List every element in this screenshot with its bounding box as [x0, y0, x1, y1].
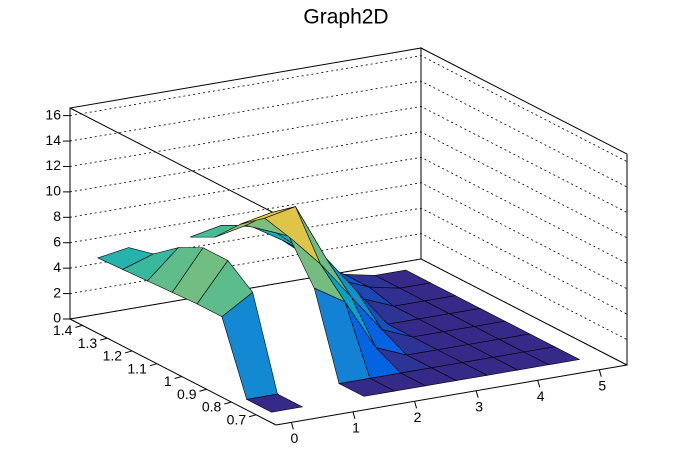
y-tick-label: 0.9 [177, 386, 197, 402]
y-tick-label: 0.7 [227, 411, 247, 427]
x-tick-label: 0 [290, 430, 298, 446]
y-tick-label: 1 [164, 373, 172, 389]
grid-line [69, 182, 628, 290]
z-tick-label: 10 [45, 183, 61, 199]
y-tick [75, 324, 83, 328]
y-tick [149, 363, 158, 367]
z-tick-label: 4 [53, 259, 61, 275]
y-tick [199, 388, 207, 392]
z-tick-label: 0 [53, 310, 61, 326]
y-tick-label: 1.4 [53, 322, 73, 338]
y-tick [124, 350, 133, 354]
x-tick-label: 2 [414, 409, 422, 425]
y-tick [174, 375, 182, 379]
y-tick-label: 1.1 [127, 360, 147, 376]
y-tick [100, 337, 108, 341]
z-tick-label: 16 [45, 106, 61, 122]
grid-line [69, 207, 628, 315]
y-tick [224, 401, 232, 405]
x-tick-label: 3 [475, 398, 483, 414]
y-axis [69, 318, 277, 426]
grid-line [69, 233, 628, 340]
y-tick-label: 1.3 [78, 335, 98, 351]
y-tick [249, 414, 257, 418]
x-tick [537, 380, 541, 388]
x-axis [275, 364, 628, 426]
x-tick-label: 4 [537, 388, 545, 404]
right-wall [420, 47, 628, 366]
x-tick [414, 401, 418, 409]
z-tick-label: 2 [53, 284, 61, 300]
z-tick-label: 8 [53, 208, 61, 224]
x-tick-label: 1 [352, 420, 360, 436]
chart-title: Graph2D [303, 6, 388, 29]
surface-cell [338, 378, 396, 397]
x-tick [290, 422, 294, 430]
grid-line [69, 106, 628, 213]
grid-line [69, 80, 628, 188]
y-tick-label: 1.2 [103, 348, 123, 364]
x-tick [352, 411, 356, 419]
frame-edge [69, 107, 277, 215]
x-tick [598, 369, 602, 377]
z-tick-label: 14 [45, 132, 61, 148]
grid-line [69, 131, 628, 239]
grid-line [69, 258, 628, 366]
z-tick-label: 6 [53, 233, 61, 249]
grid-line [69, 55, 628, 162]
x-tick [475, 390, 479, 398]
x-tick-label: 5 [598, 377, 606, 393]
y-tick-label: 0.8 [202, 399, 222, 415]
grid-line [69, 156, 628, 264]
surface-cell [245, 393, 304, 413]
z-tick-label: 12 [45, 157, 61, 173]
